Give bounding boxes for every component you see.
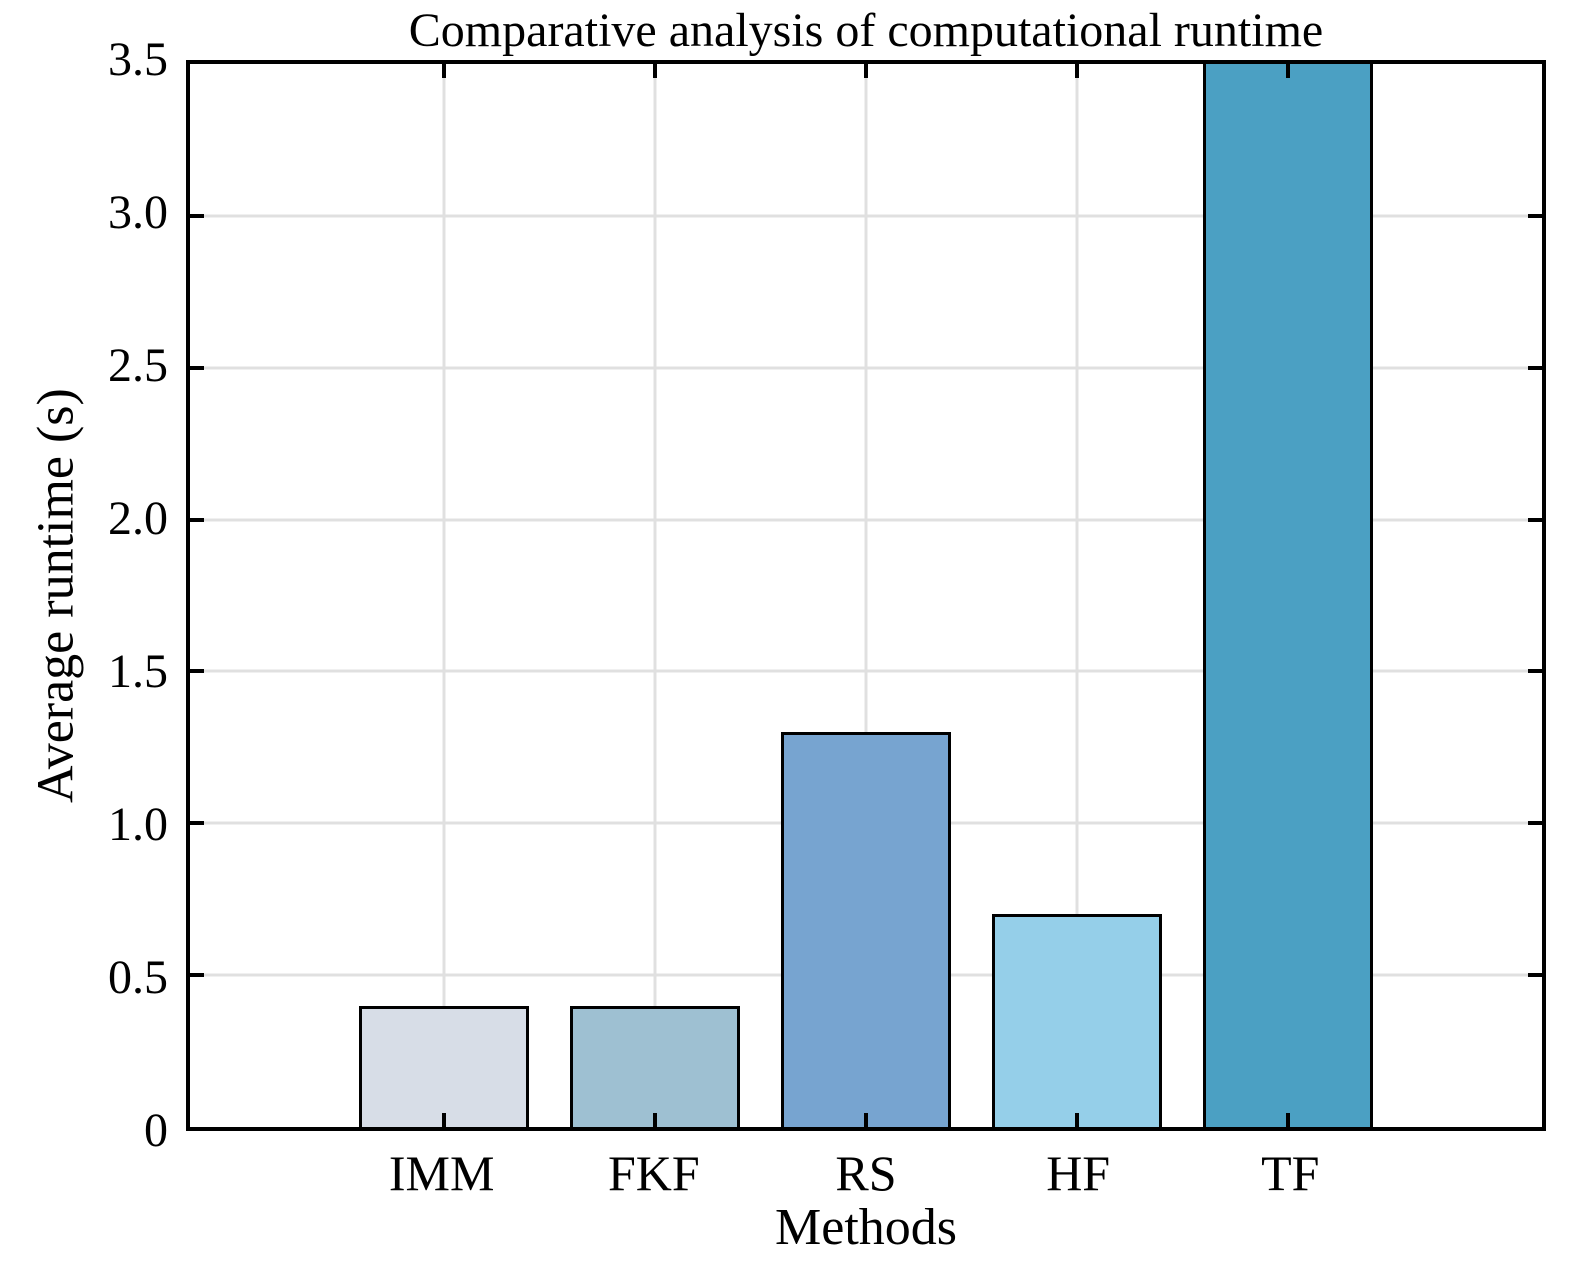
- y-tick-right: [1528, 517, 1542, 522]
- vertical-gridline: [442, 64, 446, 1127]
- bar-imm: [359, 1005, 530, 1127]
- x-tick-bottom: [1074, 1113, 1079, 1127]
- x-tick-label: HF: [1046, 1145, 1111, 1201]
- y-tick-right: [1528, 669, 1542, 674]
- x-tick-label: TF: [1261, 1145, 1320, 1201]
- x-tick-top: [653, 64, 658, 78]
- x-tick-bottom: [653, 1113, 658, 1127]
- horizontal-gridline: [190, 518, 1542, 522]
- x-tick-bottom: [1285, 1113, 1290, 1127]
- y-tick-label: 1.5: [108, 645, 168, 698]
- bar-tf: [1202, 64, 1373, 1127]
- horizontal-gridline: [190, 366, 1542, 370]
- y-tick-label: 3.5: [108, 33, 168, 86]
- y-tick-left: [190, 669, 204, 674]
- vertical-gridline: [1075, 64, 1079, 1127]
- y-tick-right: [1528, 821, 1542, 826]
- x-tick-top: [864, 64, 868, 78]
- vertical-gridline: [864, 64, 868, 1127]
- bar-fkf: [569, 1005, 741, 1127]
- y-tick-left: [190, 973, 204, 978]
- x-tick-label: RS: [835, 1145, 897, 1201]
- horizontal-gridline: [190, 669, 1542, 673]
- y-tick-label: 0.5: [108, 951, 168, 1004]
- y-tick-left: [190, 517, 204, 522]
- plot-area: [186, 60, 1546, 1131]
- y-tick-right: [1528, 365, 1542, 370]
- y-tick-left: [190, 821, 204, 826]
- horizontal-gridline: [190, 214, 1542, 218]
- vertical-gridline: [653, 64, 657, 1127]
- x-tick-top: [1074, 64, 1079, 78]
- x-tick-top: [1285, 64, 1290, 78]
- y-tick-left: [190, 213, 204, 218]
- bar-hf: [991, 914, 1163, 1127]
- x-tick-bottom: [864, 1113, 868, 1127]
- y-tick-left: [190, 365, 204, 370]
- x-axis-label: Methods: [775, 1199, 957, 1256]
- y-tick-label: 1.0: [108, 798, 168, 851]
- x-tick-top: [442, 64, 447, 78]
- x-tick-label: FKF: [607, 1145, 700, 1201]
- y-tick-label: 0: [144, 1104, 168, 1157]
- y-tick-label: 2.5: [108, 339, 168, 392]
- chart-title: Comparative analysis of computational ru…: [408, 4, 1324, 57]
- y-tick-label: 2.0: [108, 492, 168, 545]
- x-tick-bottom: [442, 1113, 447, 1127]
- y-tick-label: 3.0: [108, 186, 168, 239]
- x-tick-label: IMM: [388, 1145, 495, 1201]
- bar-rs: [780, 732, 952, 1127]
- y-tick-right: [1528, 213, 1542, 218]
- y-tick-right: [1528, 973, 1542, 978]
